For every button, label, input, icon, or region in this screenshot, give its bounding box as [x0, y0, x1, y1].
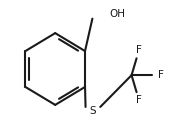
Text: F: F — [158, 70, 164, 80]
Text: OH: OH — [109, 10, 125, 19]
Text: F: F — [136, 45, 142, 55]
Text: S: S — [90, 106, 96, 116]
Text: F: F — [136, 95, 142, 105]
